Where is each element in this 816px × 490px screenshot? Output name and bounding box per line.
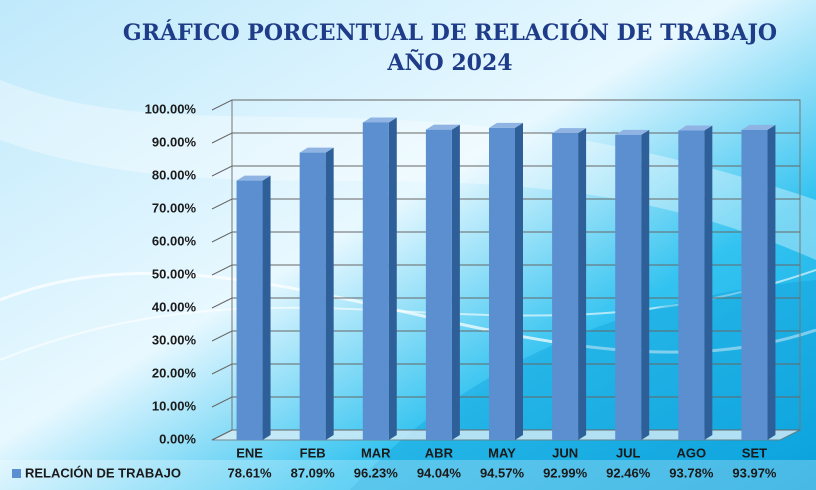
bar [426, 130, 452, 440]
value-label: 78.61% [228, 465, 273, 480]
chart-title: GRÁFICO PORCENTUAL DE RELACIÓN DE TRABAJ… [120, 18, 780, 78]
value-label: 87.09% [291, 465, 336, 480]
bar [741, 130, 767, 440]
x-tick-label: ENE [236, 445, 263, 460]
value-label: 93.97% [732, 465, 777, 480]
legend-swatch [12, 469, 21, 478]
y-tick-label: 80.00% [152, 167, 197, 182]
x-tick-label: MAR [361, 445, 391, 460]
y-tick-label: 40.00% [152, 299, 197, 314]
value-label: 93.78% [669, 465, 714, 480]
value-label: 96.23% [354, 465, 399, 480]
bar-side [326, 148, 334, 440]
x-tick-label: SET [742, 445, 767, 460]
value-label: 94.04% [417, 465, 462, 480]
y-tick-label: 70.00% [152, 200, 197, 215]
bar-side [452, 125, 460, 440]
bar-side [515, 123, 523, 440]
value-label: 94.57% [480, 465, 525, 480]
legend-label: RELACIÓN DE TRABAJO [25, 465, 181, 480]
x-tick-label: JUL [616, 445, 641, 460]
y-tick-label: 20.00% [152, 365, 197, 380]
bar-side [389, 117, 397, 440]
y-tick-label: 90.00% [152, 134, 197, 149]
x-tick-label: AGO [677, 445, 707, 460]
bar [237, 181, 263, 440]
bar-side [704, 126, 712, 440]
bar-side [767, 125, 775, 440]
bar [615, 135, 641, 440]
y-tick-label: 0.00% [159, 431, 196, 446]
y-tick-label: 50.00% [152, 266, 197, 281]
bar-side [641, 130, 649, 440]
chart-container: RELACIÓN DE TRABAJO 0.00% 10.00% 20.00% 30.… [0, 0, 816, 490]
value-label: 92.99% [543, 465, 588, 480]
bar-side [263, 176, 271, 440]
x-tick-label: MAY [488, 445, 516, 460]
bar [552, 133, 578, 440]
y-tick-label: 60.00% [152, 233, 197, 248]
bar [489, 128, 515, 440]
bar-side [578, 128, 586, 440]
bar [300, 153, 326, 440]
y-tick-label: 30.00% [152, 332, 197, 347]
y-tick-label: 10.00% [152, 398, 197, 413]
value-label: 92.46% [606, 465, 651, 480]
y-tick-label: 100.00% [145, 101, 197, 116]
bar [678, 131, 704, 440]
x-tick-label: FEB [300, 445, 326, 460]
x-tick-label: ABR [425, 445, 454, 460]
x-tick-label: JUN [552, 445, 578, 460]
bar [363, 122, 389, 440]
